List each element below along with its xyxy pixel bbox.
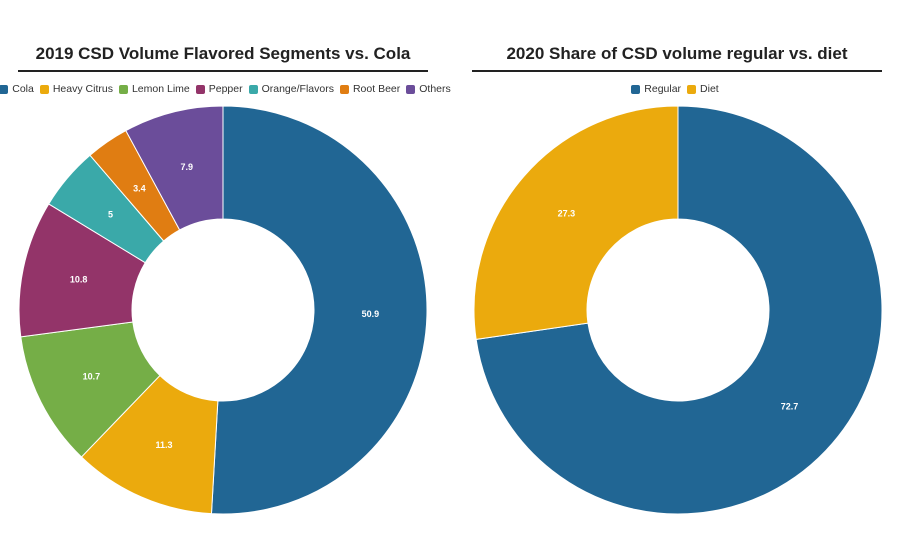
legend-swatch bbox=[39, 84, 49, 94]
legend-item-orange-flavors[interactable]: Orange/Flavors bbox=[248, 83, 334, 95]
legend-item-lemon-lime[interactable]: Lemon Lime bbox=[118, 83, 190, 95]
legend-item-heavy-citrus[interactable]: Heavy Citrus bbox=[39, 83, 113, 95]
data-label-root-beer: 3.4 bbox=[133, 184, 146, 194]
data-label-heavy-citrus: 11.3 bbox=[155, 440, 172, 450]
title-underline-2020 bbox=[472, 70, 882, 72]
legend-swatch bbox=[406, 84, 416, 94]
slice-regular[interactable] bbox=[475, 105, 883, 515]
legend-item-regular[interactable]: Regular bbox=[631, 83, 681, 95]
legend-2019: Cola Heavy Citrus Lemon Lime Pepper Orange/F… bbox=[0, 83, 451, 95]
legend-label: Cola bbox=[12, 83, 34, 95]
legend-swatch bbox=[0, 84, 9, 94]
data-label-cola: 50.9 bbox=[362, 309, 380, 319]
legend-item-others[interactable]: Others bbox=[406, 83, 451, 95]
legend-item-root-beer[interactable]: Root Beer bbox=[339, 83, 401, 95]
chart-panel-2019: 2019 CSD Volume Flavored Segments vs. Co… bbox=[0, 44, 451, 515]
legend-label: Diet bbox=[700, 83, 719, 95]
legend-label: Heavy Citrus bbox=[52, 83, 113, 95]
legend-label: Pepper bbox=[208, 83, 243, 95]
chart-panel-2020: 2020 Share of CSD volume regular vs. die… bbox=[450, 0, 900, 550]
data-label-lemon-lime: 10.7 bbox=[83, 372, 101, 382]
chart-title-2019: 2019 CSD Volume Flavored Segments vs. Co… bbox=[35, 44, 411, 63]
legend-swatch bbox=[631, 84, 641, 94]
donut-chart-2020: 72.7 27.3 bbox=[473, 105, 883, 515]
legend-label: Lemon Lime bbox=[131, 83, 190, 95]
donut-chart-2019: 50.9 11.3 10.7 10.8 5 3.4 7.9 bbox=[18, 105, 428, 515]
data-label-others: 7.9 bbox=[181, 162, 194, 172]
legend-label: Orange/Flavors bbox=[261, 83, 334, 95]
legend-item-diet[interactable]: Diet bbox=[687, 83, 719, 95]
legend-swatch bbox=[248, 84, 258, 94]
title-underline-2019 bbox=[18, 70, 428, 72]
data-label-diet: 27.3 bbox=[558, 209, 576, 219]
slice-cola[interactable] bbox=[210, 105, 428, 515]
slice-diet[interactable] bbox=[473, 105, 679, 340]
legend-label: Others bbox=[419, 83, 451, 95]
legend-swatch bbox=[118, 84, 128, 94]
data-label-pepper: 10.8 bbox=[70, 275, 88, 285]
legend-label: Regular bbox=[644, 83, 682, 95]
legend-item-cola[interactable]: Cola bbox=[0, 83, 34, 95]
legend-2020: Regular Diet bbox=[450, 83, 900, 95]
chart-title-2020: 2020 Share of CSD volume regular vs. die… bbox=[506, 44, 848, 63]
legend-swatch bbox=[339, 84, 349, 94]
legend-swatch bbox=[687, 84, 697, 94]
legend-swatch bbox=[195, 84, 205, 94]
data-label-regular: 72.7 bbox=[781, 401, 799, 411]
slice-others[interactable] bbox=[125, 105, 224, 231]
legend-label: Root Beer bbox=[352, 83, 401, 95]
legend-item-pepper[interactable]: Pepper bbox=[195, 83, 243, 95]
data-label-orange-flavors: 5 bbox=[108, 210, 113, 220]
